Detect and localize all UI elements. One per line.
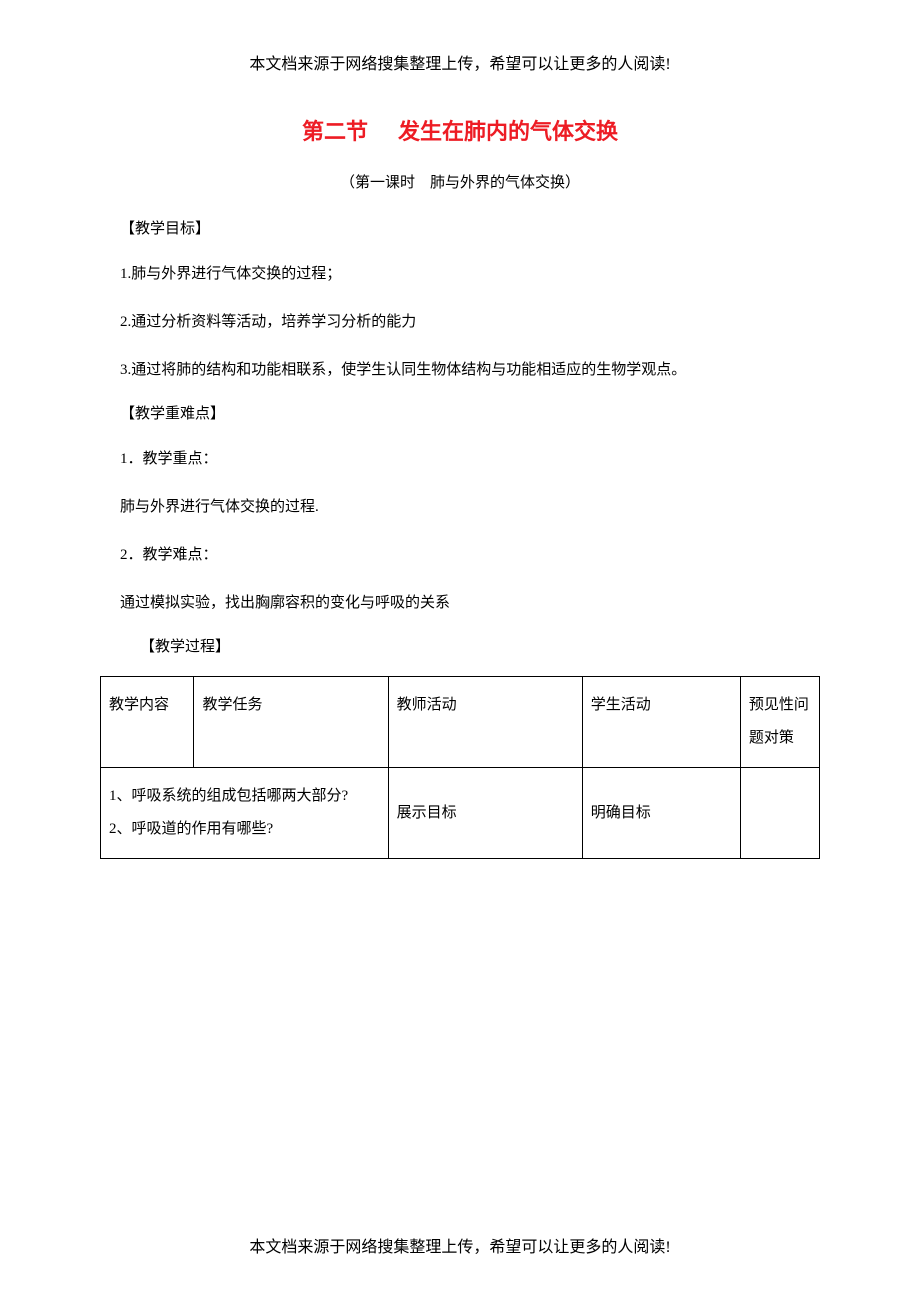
table-cell-issues: [740, 768, 819, 859]
table-cell-teacher: 展示目标: [388, 768, 582, 859]
section-number: 第二节: [302, 119, 368, 144]
key-point-text: 肺与外界进行气体交换的过程.: [100, 491, 820, 524]
header-note: 本文档来源于网络搜集整理上传，希望可以让更多的人阅读!: [100, 50, 820, 74]
key-point-label: 1．教学重点：: [100, 443, 820, 476]
table-header-cell: 教学任务: [194, 677, 388, 768]
hard-point-text: 通过模拟实验，找出胸廓容积的变化与呼吸的关系: [100, 587, 820, 620]
difficulty-header: 【教学重难点】: [100, 402, 820, 423]
table-header-cell: 预见性问题对策: [740, 677, 819, 768]
table-cell-content: 1、呼吸系统的组成包括哪两大部分? 2、呼吸道的作用有哪些?: [101, 768, 389, 859]
process-header: 【教学过程】: [100, 635, 820, 656]
goal-item-2: 2.通过分析资料等活动，培养学习分析的能力: [100, 306, 820, 339]
hard-point-label: 2．教学难点：: [100, 539, 820, 572]
teaching-process-table: 教学内容 教学任务 教师活动 学生活动 预见性问题对策 1、呼吸系统的组成包括哪…: [100, 676, 820, 859]
footer-note: 本文档来源于网络搜集整理上传，希望可以让更多的人阅读!: [0, 1233, 920, 1257]
goal-item-1: 1.肺与外界进行气体交换的过程；: [100, 258, 820, 291]
table-header-row: 教学内容 教学任务 教师活动 学生活动 预见性问题对策: [101, 677, 820, 768]
table-row: 1、呼吸系统的组成包括哪两大部分? 2、呼吸道的作用有哪些? 展示目标 明确目标: [101, 768, 820, 859]
goal-item-3: 3.通过将肺的结构和功能相联系，使学生认同生物体结构与功能相适应的生物学观点。: [100, 354, 820, 387]
goals-header: 【教学目标】: [100, 217, 820, 238]
table-header-cell: 学生活动: [582, 677, 740, 768]
subtitle: （第一课时 肺与外界的气体交换）: [100, 171, 820, 192]
table-header-cell: 教学内容: [101, 677, 194, 768]
document-title: 第二节 发生在肺内的气体交换: [100, 114, 820, 146]
table-cell-student: 明确目标: [582, 768, 740, 859]
title-text: 发生在肺内的气体交换: [398, 119, 618, 144]
table-header-cell: 教师活动: [388, 677, 582, 768]
